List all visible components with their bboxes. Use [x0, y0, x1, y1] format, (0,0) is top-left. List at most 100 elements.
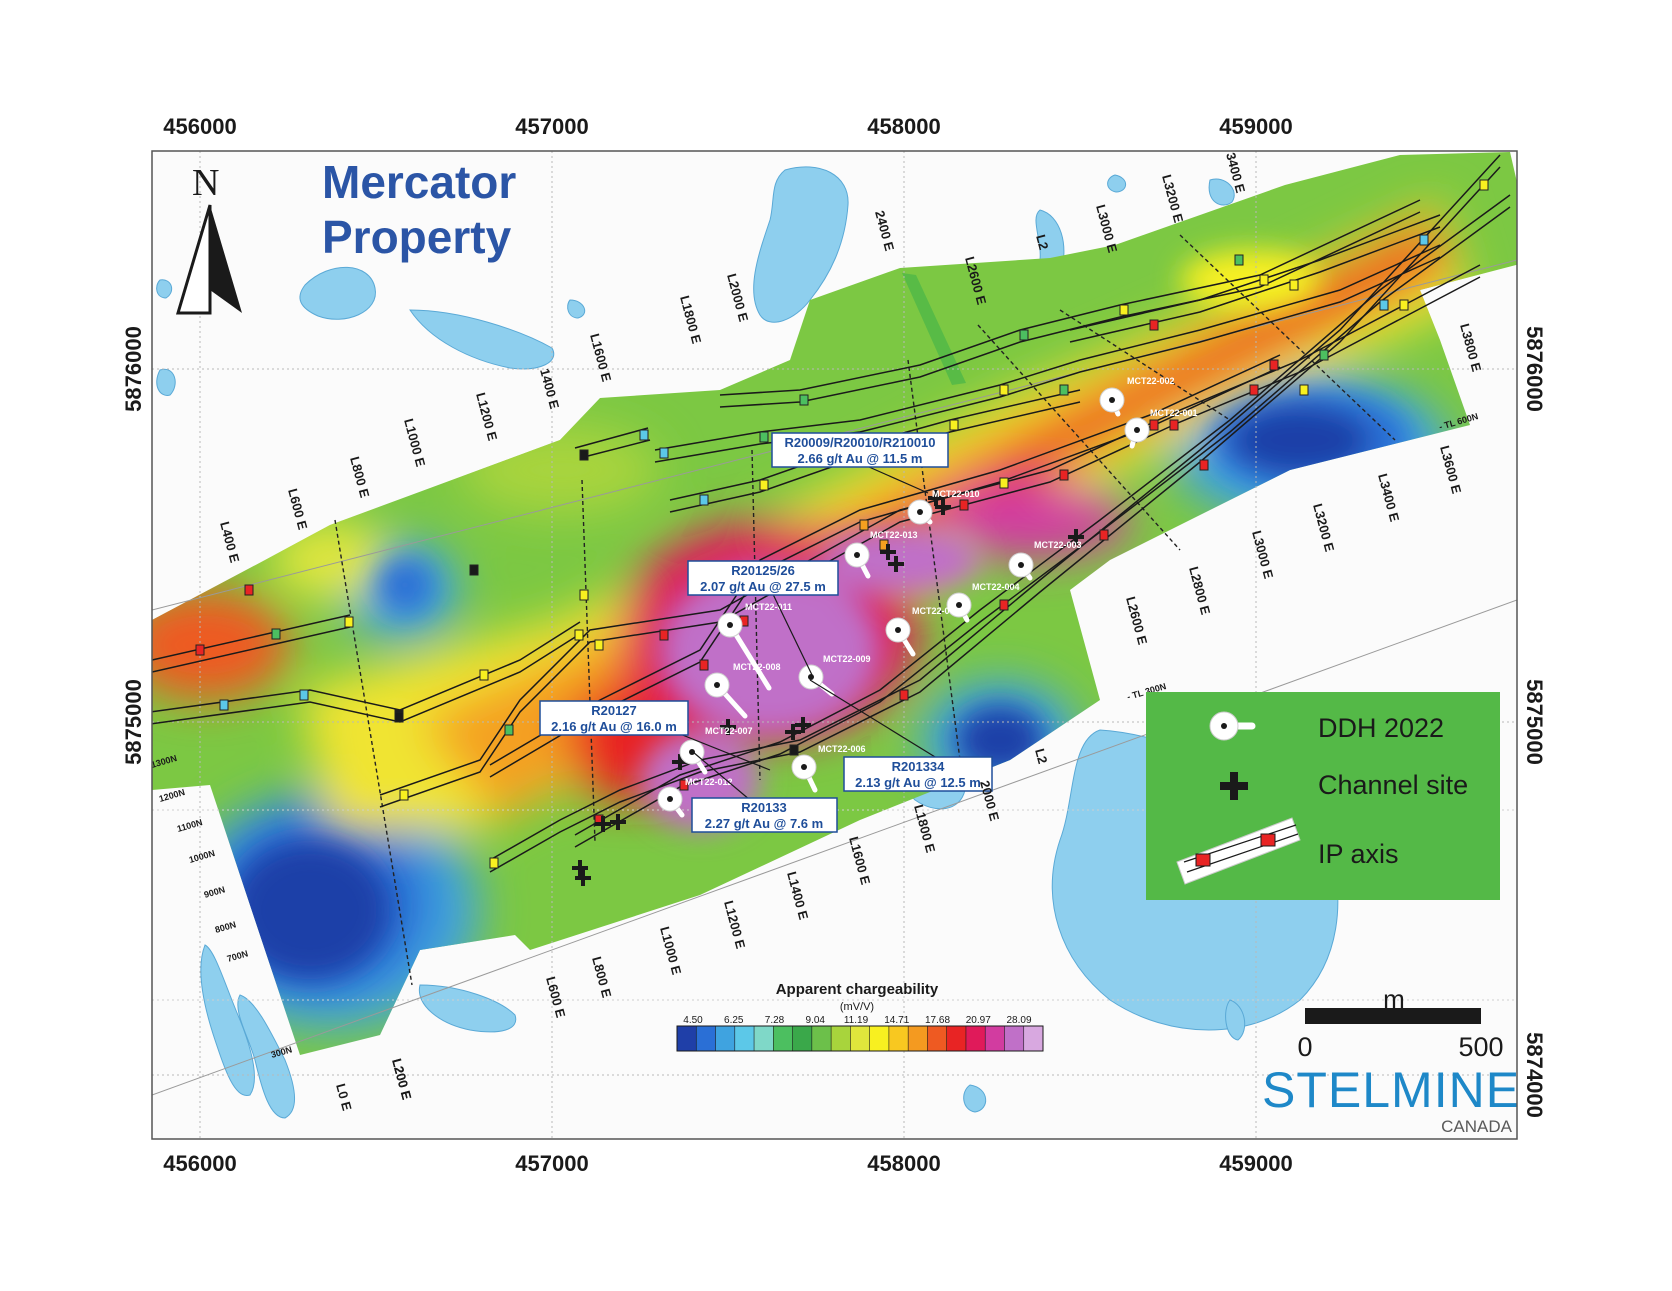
colorbar-cell	[677, 1026, 697, 1051]
assay-2-id: R20125/26	[731, 563, 795, 578]
ddh-legend-icon	[1209, 711, 1256, 741]
logo-main: STELMINE	[1262, 1062, 1520, 1118]
assay-1-grade: 2.66 g/t Au @ 11.5 m	[798, 451, 923, 466]
legend-ddh-label: DDH 2022	[1318, 713, 1444, 743]
x-tick-top: 459000	[1219, 114, 1292, 139]
y-tick-right: 5874000	[1522, 1032, 1547, 1118]
colorbar-tick-label: 11.19	[844, 1015, 869, 1026]
x-tick-top: 456000	[163, 114, 236, 139]
hole-label-011: MCT22-011	[745, 602, 792, 612]
colorbar-tick-label: 4.50	[683, 1015, 703, 1026]
survey-strip	[902, 273, 966, 385]
assay-4-id: R201334	[892, 759, 946, 774]
assay-2-grade: 2.07 g/t Au @ 27.5 m	[700, 579, 826, 594]
assay-5-grade: 2.27 g/t Au @ 7.6 m	[705, 816, 823, 831]
colorbar-cell	[792, 1026, 813, 1051]
colorbar-title: Apparent chargeability	[776, 981, 939, 998]
hole-label-003: MCT22-003	[1034, 540, 1082, 550]
colorbar-cell	[831, 1026, 851, 1051]
colorbar-cell	[734, 1026, 755, 1051]
north-label: N	[192, 162, 219, 204]
assay-3-grade: 2.16 g/t Au @ 16.0 m	[551, 719, 677, 734]
hole-label-007: MCT22-007	[705, 726, 753, 736]
x-tick-bottom: 458000	[867, 1151, 940, 1176]
assay-box-4	[843, 756, 993, 792]
x-tick-bottom: 456000	[163, 1151, 236, 1176]
colorbar-unit: (mV/V)	[840, 1001, 874, 1013]
x-tick-top: 458000	[867, 114, 940, 139]
colorbar-cell	[696, 1026, 717, 1051]
assay-box-1	[771, 432, 949, 468]
colorbar-cell	[811, 1026, 832, 1051]
north-arrow-icon: N	[175, 162, 242, 315]
assay-callouts: R20009/R20010/R210010 2.66 g/t Au @ 11.5…	[539, 432, 993, 833]
colorbar-tick-label: 20.97	[966, 1015, 991, 1026]
colorbar-cell	[927, 1026, 948, 1051]
line-label: L2	[1032, 747, 1050, 766]
assay-1-id: R20009/R20010/R210010	[784, 435, 935, 450]
y-tick-left: 5875000	[121, 679, 146, 765]
survey-line-traces	[334, 234, 1396, 986]
assay-box-5	[691, 797, 838, 833]
y-tick-right: 5876000	[1522, 326, 1547, 412]
line-label: L2	[1033, 233, 1051, 252]
hole-label-009: MCT22-009	[823, 654, 871, 664]
assay-box-2	[687, 560, 839, 596]
colorbar-cell	[1004, 1026, 1025, 1051]
x-tick-bottom: 457000	[515, 1151, 588, 1176]
x-tick-bottom: 459000	[1219, 1151, 1292, 1176]
map-title-line2: Property	[322, 211, 512, 263]
colorbar-cell	[965, 1026, 986, 1051]
channel-legend-icon	[1220, 772, 1248, 800]
stelmine-logo: STELMINE CANADA	[1262, 1062, 1520, 1136]
drill-hole-labels: MCT22-002 MCT22-001 MCT22-010 MCT22-013 …	[685, 376, 1198, 787]
hole-label-005: MCT22-0	[912, 606, 950, 616]
colorbar-cell	[754, 1026, 774, 1051]
assay-box-3	[539, 700, 689, 736]
x-axis-top: 456000 457000 458000 459000	[163, 114, 1292, 139]
colorbar-tick-label: 14.71	[884, 1015, 909, 1026]
scale-unit: m	[1383, 984, 1405, 1014]
colorbar-tick-label: 28.09	[1006, 1015, 1031, 1026]
assay-4-grade: 2.13 g/t Au @ 12.5 m	[855, 775, 981, 790]
colorbar-tick-label: 7.28	[765, 1015, 785, 1026]
colorbar-cell	[773, 1026, 794, 1051]
legend-channel-label: Channel site	[1318, 770, 1468, 800]
colorbar-cell	[888, 1026, 909, 1051]
hole-label-004: MCT22-004	[972, 582, 1020, 592]
assay-3-id: R20127	[591, 703, 637, 718]
drill-holes	[657, 387, 1150, 818]
colorbar-tick-label: 6.25	[724, 1015, 744, 1026]
line-label: L0 E	[333, 1082, 355, 1113]
colorbar-cell	[869, 1026, 890, 1051]
logo-sub: CANADA	[1441, 1117, 1513, 1136]
map-title-line1: Mercator	[322, 156, 516, 208]
scale-zero: 0	[1297, 1032, 1312, 1062]
assay-5-id: R20133	[741, 800, 787, 815]
map-body: MCT22-002 MCT22-001 MCT22-010 MCT22-013 …	[152, 151, 1520, 1139]
hole-label-006: MCT22-006	[818, 744, 866, 754]
y-tick-right: 5875000	[1522, 679, 1547, 765]
hole-label-013: MCT22-013	[870, 530, 918, 540]
y-axis-left: 5876000 5875000	[121, 326, 146, 765]
y-axis-right: 5876000 5875000 5874000	[1522, 326, 1547, 1118]
hole-label-001: MCT22-001	[1150, 408, 1198, 418]
colorbar-cell	[946, 1026, 967, 1051]
colorbar-cell	[985, 1026, 1005, 1051]
colorbar-cell	[850, 1026, 871, 1051]
hole-label-008: MCT22-008	[733, 662, 781, 672]
x-tick-top: 457000	[515, 114, 588, 139]
hole-label-012: MCT22-012	[685, 777, 733, 787]
hole-label-010: MCT22-010	[932, 489, 980, 499]
colorbar-cell	[908, 1026, 928, 1051]
colorbar: Apparent chargeability (mV/V) 4.50 6.25 7.…	[676, 981, 1044, 1052]
legend: DDH 2022 Channel site IP axis	[1146, 692, 1500, 900]
y-tick-left: 5876000	[121, 326, 146, 412]
hole-label-002: MCT22-002	[1127, 376, 1175, 386]
ip-axis-legend-icon	[1176, 817, 1301, 885]
colorbar-cell	[1023, 1026, 1044, 1051]
map-frame	[151, 150, 1518, 1140]
scale-max: 500	[1458, 1032, 1503, 1062]
x-axis-bottom: 456000 457000 458000 459000	[163, 1151, 1292, 1176]
